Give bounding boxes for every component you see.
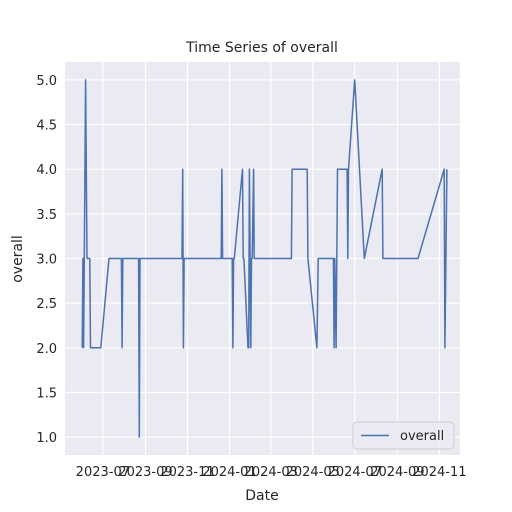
y-tick-labels: 1.0 1.5 2.0 2.5 3.0 3.5 4.0 4.5 5.0 bbox=[36, 74, 57, 446]
y-tick-label: 2.5 bbox=[36, 297, 57, 312]
x-tick-label: 2024-03 bbox=[244, 465, 298, 480]
y-tick-label: 3.5 bbox=[36, 208, 57, 223]
legend: overall bbox=[352, 421, 455, 450]
x-tick-label: 2024-05 bbox=[286, 465, 340, 480]
legend-box bbox=[352, 421, 455, 450]
y-tick-label: 4.5 bbox=[36, 119, 57, 134]
y-tick-label: 5.0 bbox=[36, 74, 57, 89]
x-tick-label: 2024-01 bbox=[202, 465, 256, 480]
x-axis-label: Date bbox=[245, 488, 278, 504]
y-tick-label: 2.0 bbox=[36, 342, 57, 357]
series-line-overall bbox=[81, 79, 448, 438]
chart-title: Time Series of overall bbox=[185, 40, 338, 56]
y-axis-label: overall bbox=[10, 235, 26, 283]
x-tick-label: 2023-07 bbox=[76, 465, 130, 480]
series-layer bbox=[81, 79, 448, 438]
x-tick-label: 2024-07 bbox=[328, 465, 382, 480]
x-tick-label: 2024-11 bbox=[412, 465, 466, 480]
x-tick-label: 2024-09 bbox=[370, 465, 424, 480]
legend-label: overall bbox=[400, 429, 444, 444]
x-tick-labels: 2023-072023-092023-112024-012024-032024-… bbox=[76, 465, 467, 480]
y-tick-label: 1.5 bbox=[36, 386, 57, 401]
x-tick-label: 2023-11 bbox=[160, 465, 214, 480]
y-tick-label: 3.0 bbox=[36, 253, 57, 268]
y-tick-label: 4.0 bbox=[36, 163, 57, 178]
y-tick-label: 1.0 bbox=[36, 431, 57, 446]
x-tick-label: 2023-09 bbox=[118, 465, 172, 480]
